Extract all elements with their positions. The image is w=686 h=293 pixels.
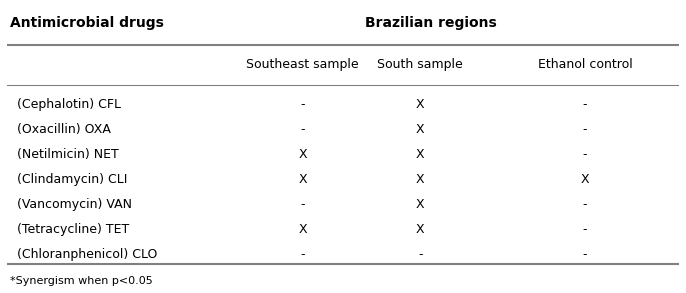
Text: Ethanol control: Ethanol control	[538, 58, 632, 71]
Text: Antimicrobial drugs: Antimicrobial drugs	[10, 16, 164, 30]
Text: X: X	[416, 198, 425, 211]
Text: X: X	[581, 173, 589, 186]
Text: -: -	[583, 123, 587, 136]
Text: X: X	[298, 223, 307, 236]
Text: X: X	[416, 173, 425, 186]
Text: Southeast sample: Southeast sample	[246, 58, 359, 71]
Text: South sample: South sample	[377, 58, 463, 71]
Text: -: -	[418, 248, 423, 261]
Text: -: -	[300, 198, 305, 211]
Text: -: -	[300, 248, 305, 261]
Text: (Netilmicin) NET: (Netilmicin) NET	[17, 148, 119, 161]
Text: -: -	[583, 198, 587, 211]
Text: X: X	[298, 173, 307, 186]
Text: (Vancomycin) VAN: (Vancomycin) VAN	[17, 198, 132, 211]
Text: (Cephalotin) CFL: (Cephalotin) CFL	[17, 98, 121, 111]
Text: Brazilian regions: Brazilian regions	[364, 16, 496, 30]
Text: (Oxacillin) OXA: (Oxacillin) OXA	[17, 123, 111, 136]
Text: -: -	[583, 148, 587, 161]
Text: -: -	[583, 248, 587, 261]
Text: X: X	[416, 98, 425, 111]
Text: *Synergism when p<0.05: *Synergism when p<0.05	[10, 277, 153, 287]
Text: -: -	[300, 123, 305, 136]
Text: X: X	[416, 223, 425, 236]
Text: (Clindamycin) CLI: (Clindamycin) CLI	[17, 173, 128, 186]
Text: -: -	[583, 223, 587, 236]
Text: X: X	[416, 123, 425, 136]
Text: X: X	[298, 148, 307, 161]
Text: -: -	[583, 98, 587, 111]
Text: (Chloranphenicol) CLO: (Chloranphenicol) CLO	[17, 248, 157, 261]
Text: (Tetracycline) TET: (Tetracycline) TET	[17, 223, 129, 236]
Text: -: -	[300, 98, 305, 111]
Text: X: X	[416, 148, 425, 161]
